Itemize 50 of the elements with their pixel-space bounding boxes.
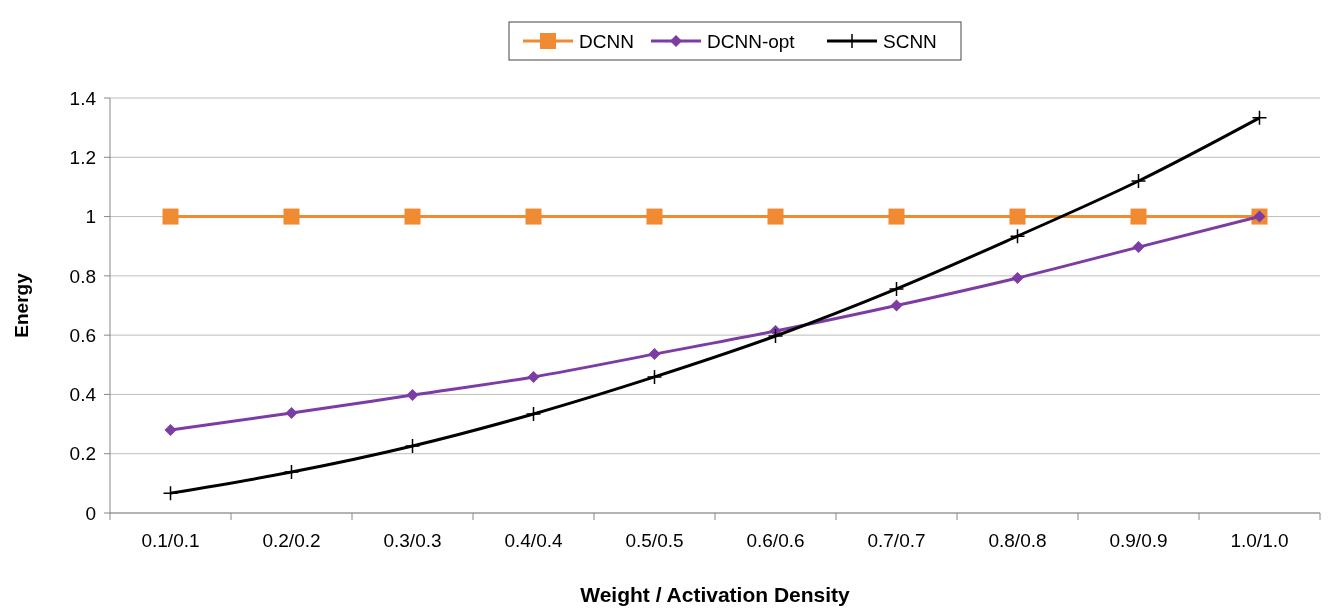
point [1009,228,1026,244]
point [285,407,298,420]
x-axis-title: Weight / Activation Density [580,583,851,606]
point [162,208,179,225]
point [525,406,542,422]
point [164,424,177,436]
y-axis-title: Energy [11,272,32,338]
point [1011,271,1024,284]
y-tick-label: 0.4 [69,384,97,406]
point [162,485,179,501]
point [767,208,784,225]
point [1130,173,1147,189]
point [404,208,421,225]
point [1130,208,1147,225]
y-tick-label: 0 [85,502,96,524]
x-tick-label: 0.8/0.8 [988,530,1047,551]
point [1132,241,1145,254]
point [527,370,540,383]
x-tick-label: 0.1/0.1 [141,530,200,551]
point [404,438,421,454]
y-tick-label: 0.6 [69,324,96,346]
point [888,281,905,297]
point [648,348,661,361]
y-tick-label: 0.8 [69,265,96,287]
x-tick-label: 0.6/0.6 [746,530,805,551]
y-tick-label: 1.4 [69,87,97,109]
point [283,208,300,225]
point [646,208,663,225]
point [1251,110,1268,126]
point [890,299,903,312]
x-tick-label: 0.4/0.4 [504,530,563,551]
point [525,208,542,225]
x-tick-label: 1.0/1.0 [1230,530,1289,551]
point [1009,208,1026,225]
x-tick-label: 0.2/0.2 [262,530,321,551]
x-tick-label: 0.9/0.9 [1109,530,1168,551]
legend-label: DCNN-opt [707,30,796,52]
y-tick-label: 0.2 [69,443,96,465]
x-tick-label: 0.7/0.7 [867,530,926,551]
y-tick-label: 1.2 [69,146,96,168]
point [283,464,300,480]
point [888,208,905,225]
point [406,389,419,402]
y-tick-label: 1 [85,206,96,228]
point [646,369,663,385]
legend-label: DCNN [579,30,634,52]
point [767,328,784,344]
x-tick-label: 0.3/0.3 [383,530,442,551]
x-tick-label: 0.5/0.5 [625,530,684,551]
legend-label: SCNN [883,30,937,52]
